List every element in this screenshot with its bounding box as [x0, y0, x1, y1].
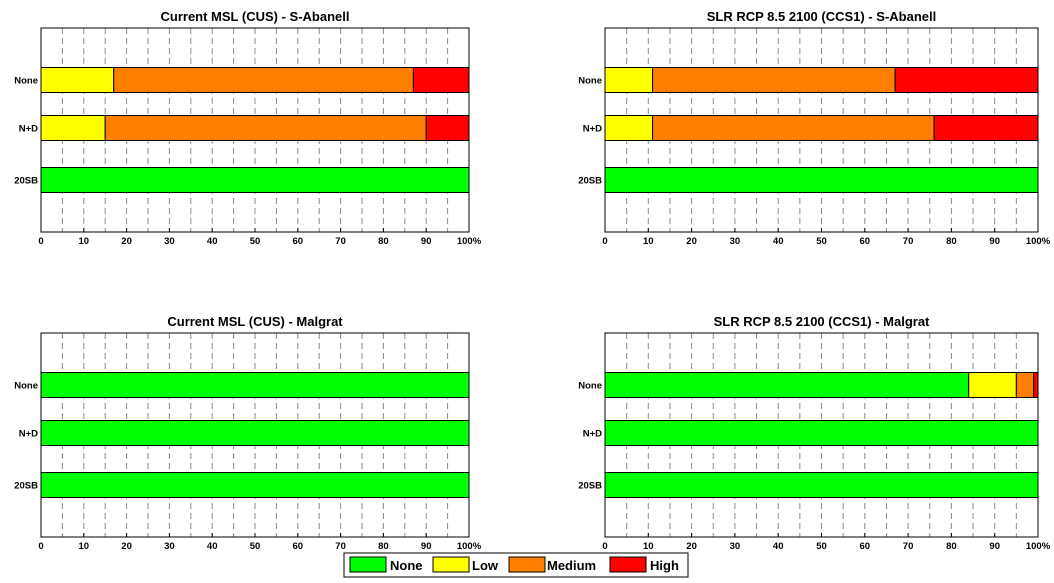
- x-tick-label: 40: [773, 236, 784, 247]
- chart-title: Current MSL (CUS) - S-Abanell: [161, 9, 350, 24]
- bar-segment-none: [40, 372, 470, 398]
- chart-title: SLR RCP 8.5 2100 (CCS1) - S-Abanell: [707, 9, 937, 24]
- bar-segment-high: [425, 115, 470, 141]
- y-tick-label: N+D: [583, 124, 602, 135]
- x-tick-label: 20: [121, 541, 132, 552]
- bar-segment-medium: [652, 67, 896, 93]
- x-tick-label: 10: [79, 236, 90, 247]
- chart-title: SLR RCP 8.5 2100 (CCS1) - Malgrat: [714, 314, 930, 329]
- bar-segment-high: [412, 67, 470, 93]
- y-tick-label: None: [14, 76, 38, 87]
- x-tick-label: 90: [421, 541, 432, 552]
- legend: None Low Medium High: [343, 552, 689, 578]
- x-tick-label: 0: [602, 236, 607, 247]
- x-tick-label: 0: [602, 541, 607, 552]
- x-tick-label: 90: [989, 541, 1000, 552]
- x-tick-label: 0: [38, 541, 43, 552]
- x-tick-label: 50: [816, 541, 827, 552]
- x-tick-label: 40: [207, 541, 218, 552]
- bar-segment-low: [40, 115, 106, 141]
- y-tick-label: None: [578, 381, 602, 392]
- legend-swatch-low: [432, 556, 470, 573]
- x-tick-label: 70: [335, 541, 346, 552]
- x-tick-label: 50: [250, 236, 261, 247]
- bar-segment-medium: [652, 115, 935, 141]
- bar-segment-high: [933, 115, 1039, 141]
- x-tick-label: 80: [946, 541, 957, 552]
- bar-segment-medium: [104, 115, 427, 141]
- bar-segment-low: [604, 115, 654, 141]
- x-tick-label: 0: [38, 236, 43, 247]
- chart-panel-2: SLR RCP 8.5 2100 (CCS1) - S-Abanell None N…: [578, 9, 1050, 247]
- bar-segment-low: [40, 67, 115, 93]
- bar-segment-high: [1033, 372, 1039, 398]
- legend-label-none: None: [390, 558, 423, 573]
- y-tick-label: N+D: [19, 124, 38, 135]
- x-tick-label: 20: [686, 541, 697, 552]
- legend-label-high: High: [650, 558, 679, 573]
- x-tick-label: 100%: [457, 541, 482, 552]
- bar-segment-none: [604, 167, 1039, 193]
- x-tick-label: 40: [207, 236, 218, 247]
- legend-label-low: Low: [472, 558, 499, 573]
- chart-panel-4: SLR RCP 8.5 2100 (CCS1) - Malgrat None N+D…: [578, 314, 1050, 552]
- chart-title: Current MSL (CUS) - Malgrat: [167, 314, 343, 329]
- chart-panel-3: Current MSL (CUS) - Malgrat None N+D 20SB 0 1…: [14, 314, 481, 552]
- x-tick-label: 40: [773, 541, 784, 552]
- legend-label-medium: Medium: [547, 558, 596, 573]
- y-tick-label: None: [578, 76, 602, 87]
- x-tick-label: 70: [335, 236, 346, 247]
- legend-swatch-medium: [508, 556, 546, 573]
- x-tick-label: 90: [989, 236, 1000, 247]
- x-tick-label: 90: [421, 236, 432, 247]
- bar-segment-none: [40, 472, 470, 498]
- x-tick-label: 60: [293, 236, 304, 247]
- y-tick-label: N+D: [583, 429, 602, 440]
- legend-swatch-none: [349, 556, 387, 573]
- x-tick-label: 100%: [1026, 541, 1051, 552]
- x-tick-label: 60: [860, 236, 871, 247]
- x-tick-label: 30: [730, 236, 741, 247]
- chart-panel-1: Current MSL (CUS) - S-Abanell None N+D 20SB…: [14, 9, 481, 247]
- x-tick-label: 50: [250, 541, 261, 552]
- x-tick-label: 100%: [457, 236, 482, 247]
- x-tick-label: 50: [816, 236, 827, 247]
- x-tick-label: 70: [903, 541, 914, 552]
- x-tick-label: 20: [686, 236, 697, 247]
- x-tick-label: 10: [643, 541, 654, 552]
- x-tick-label: 60: [860, 541, 871, 552]
- x-tick-label: 10: [79, 541, 90, 552]
- legend-swatch-high: [609, 556, 647, 573]
- bar-segment-none: [604, 372, 970, 398]
- bar-segment-none: [40, 420, 470, 446]
- x-tick-label: 80: [946, 236, 957, 247]
- y-tick-label: 20SB: [14, 481, 38, 492]
- bar-segment-none: [604, 420, 1039, 446]
- x-tick-label: 30: [164, 541, 175, 552]
- bar-segment-low: [604, 67, 654, 93]
- x-tick-label: 30: [730, 541, 741, 552]
- x-tick-label: 80: [378, 236, 389, 247]
- y-tick-label: 20SB: [14, 176, 38, 187]
- x-tick-label: 10: [643, 236, 654, 247]
- bar-segment-medium: [113, 67, 414, 93]
- x-tick-label: 30: [164, 236, 175, 247]
- x-tick-label: 70: [903, 236, 914, 247]
- bar-segment-none: [40, 167, 470, 193]
- y-tick-label: None: [14, 381, 38, 392]
- x-tick-label: 100%: [1026, 236, 1051, 247]
- bar-segment-none: [604, 472, 1039, 498]
- bar-segment-medium: [1015, 372, 1035, 398]
- x-tick-label: 80: [378, 541, 389, 552]
- x-tick-label: 60: [293, 541, 304, 552]
- y-tick-label: 20SB: [578, 176, 602, 187]
- y-tick-label: N+D: [19, 429, 38, 440]
- x-tick-label: 20: [121, 236, 132, 247]
- bar-segment-high: [894, 67, 1039, 93]
- bar-segment-low: [968, 372, 1017, 398]
- y-tick-label: 20SB: [578, 481, 602, 492]
